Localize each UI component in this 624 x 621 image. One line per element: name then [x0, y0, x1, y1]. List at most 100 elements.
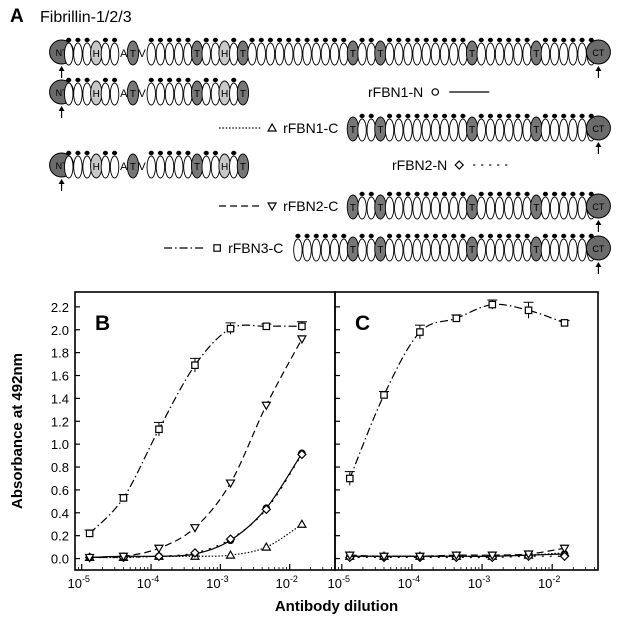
x-axis-title: Antibody dilution	[275, 598, 398, 615]
calcium-dot	[478, 191, 484, 197]
data-point	[559, 544, 570, 554]
domain	[164, 42, 175, 66]
domain	[384, 42, 395, 66]
calcium-dot	[66, 150, 72, 156]
calcium-dot	[496, 37, 503, 43]
domain	[73, 155, 83, 179]
domain	[384, 196, 395, 220]
domain	[494, 118, 505, 142]
domain	[174, 42, 184, 66]
domain	[540, 42, 551, 66]
domain-label: T	[130, 49, 136, 60]
calcium-dot	[579, 37, 585, 43]
arrow-head	[595, 66, 602, 71]
legend-marker	[454, 160, 465, 170]
calcium-dot	[102, 77, 109, 83]
data-point	[191, 361, 199, 370]
x-tick-base: 10	[398, 576, 412, 591]
domain-label: NT	[56, 161, 68, 171]
calcium-dot	[386, 233, 393, 239]
calcium-dot	[276, 37, 283, 43]
x-tick-label: 10-2	[275, 574, 297, 591]
data-point	[559, 551, 570, 562]
domain	[559, 118, 569, 142]
calcium-dot	[157, 37, 164, 43]
domain-label: T	[350, 125, 356, 136]
legend-label: rFBN3-C	[228, 240, 283, 256]
calcium-dot	[258, 37, 264, 43]
domain	[201, 42, 211, 66]
tb-domain	[126, 80, 140, 106]
data-point	[344, 551, 355, 561]
data-point	[119, 494, 128, 502]
domain	[577, 196, 587, 220]
calcium-dot	[185, 150, 191, 156]
calcium-dot	[75, 37, 81, 43]
terminal-domain	[585, 39, 611, 65]
calcium-dot	[75, 77, 81, 83]
domain	[100, 42, 111, 66]
domain	[549, 118, 560, 142]
domain	[155, 82, 166, 106]
domain	[109, 155, 120, 179]
data-point	[296, 519, 307, 528]
x-tick-label: 10-3	[206, 574, 228, 591]
calcium-dot	[359, 37, 365, 43]
data-point	[85, 529, 94, 538]
domain-label: CT	[592, 202, 604, 212]
calcium-dot	[267, 37, 274, 43]
calcium-dot	[341, 233, 347, 239]
calcium-dot	[203, 37, 209, 43]
y-tick-label: 0.8	[51, 460, 69, 475]
calcium-dot	[524, 191, 530, 197]
y-tick-label: 1.4	[51, 391, 69, 406]
domain-label: H	[93, 162, 100, 173]
calcium-dot	[231, 150, 237, 156]
calcium-dot	[551, 233, 558, 239]
tb-domain	[126, 40, 140, 66]
calcium-dot	[432, 37, 439, 43]
domain	[210, 155, 221, 179]
arrow-head	[595, 142, 602, 147]
calcium-dot	[414, 233, 420, 239]
data-point	[262, 322, 271, 331]
domain-label: V	[138, 161, 146, 173]
calcium-dot	[185, 37, 191, 43]
domain	[394, 238, 404, 262]
y-tick-label: 1.2	[51, 414, 69, 429]
domain-label: T	[469, 125, 475, 136]
x-tick-base: 10	[328, 576, 342, 591]
domain	[494, 238, 505, 262]
calcium-dot	[231, 77, 237, 83]
data-point	[190, 547, 200, 558]
calcium-dot	[423, 113, 429, 119]
calcium-dot	[506, 37, 512, 43]
x-tick-label: 10-5	[328, 574, 350, 591]
domain-label: H	[93, 49, 100, 60]
domain	[540, 238, 551, 262]
domain	[504, 118, 514, 142]
y-tick-label: 2.2	[51, 300, 69, 315]
domain-label: T	[469, 245, 475, 256]
calcium-dot	[212, 77, 219, 83]
domain-label: CT	[592, 48, 604, 58]
calcium-dot	[487, 113, 494, 119]
domain	[522, 118, 532, 142]
domain	[174, 155, 184, 179]
calcium-dot	[359, 191, 365, 197]
domain	[109, 82, 120, 106]
domain	[302, 238, 312, 262]
calcium-dot	[176, 77, 182, 83]
legend-label: rFBN1-N	[368, 84, 423, 100]
domain-label: H	[221, 89, 228, 100]
plot-frame	[334, 291, 599, 571]
domain	[513, 42, 523, 66]
x-tick-base: 10	[206, 576, 220, 591]
domain	[412, 238, 422, 262]
calcium-dot	[368, 191, 374, 197]
domain	[311, 238, 321, 262]
data-point	[380, 391, 388, 399]
y-tick-label: 0.6	[51, 483, 69, 498]
calcium-dot	[203, 150, 209, 156]
calcium-dot	[176, 150, 182, 156]
